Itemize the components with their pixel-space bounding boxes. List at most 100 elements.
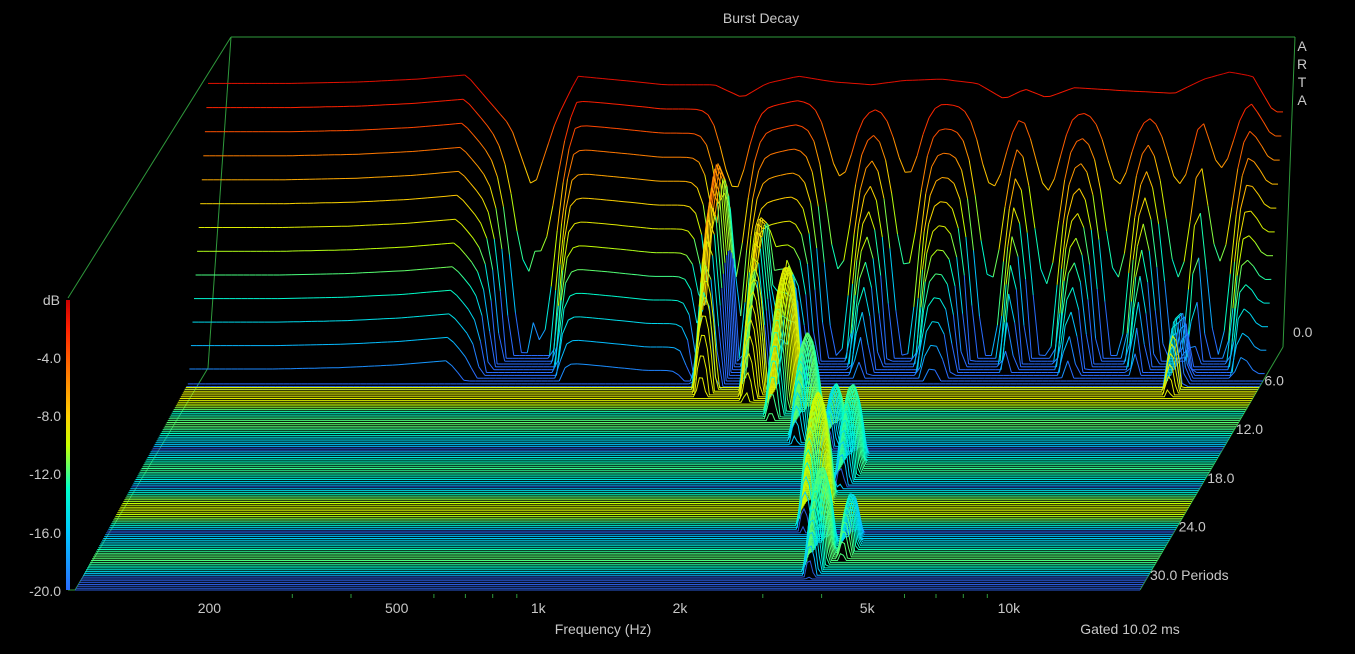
decay-slice-segment: [860, 337, 868, 374]
decay-slice-segment: [611, 295, 618, 298]
decay-slice-segment: [1158, 223, 1166, 282]
decay-slice-segment: [619, 272, 626, 275]
decay-slice-segment: [618, 367, 625, 369]
floor-slice: [172, 332, 1246, 412]
decay-slice-segment: [1120, 333, 1128, 359]
decay-slice-segment: [738, 302, 746, 359]
decay-slice-segment: [883, 198, 891, 249]
decay-slice-segment: [922, 368, 930, 382]
decay-slice-segment: [707, 114, 715, 126]
decay-slice-segment: [423, 338, 430, 340]
x-tick-label: 500: [385, 600, 409, 616]
decay-slice-segment: [763, 229, 770, 292]
decay-slice-segment: [595, 270, 602, 272]
decay-slice-segment: [1137, 301, 1145, 345]
decay-slice-segment: [607, 175, 614, 178]
decay-slice-segment: [996, 93, 1003, 99]
decay-slice-segment: [797, 100, 804, 103]
decay-slice-segment: [754, 242, 761, 250]
floor-slice: [151, 431, 1223, 451]
decay-slice-segment: [633, 321, 640, 324]
decay-slice-segment: [877, 351, 884, 367]
decay-slice-segment: [1012, 120, 1020, 133]
decay-slice-segment: [458, 74, 465, 76]
decay-slice-segment: [841, 295, 849, 349]
decay-slice-segment: [595, 174, 602, 176]
decay-slice-segment: [621, 152, 628, 155]
decay-slice-segment: [592, 222, 599, 224]
decay-slice-segment: [747, 162, 755, 198]
decay-slice-segment: [848, 360, 856, 376]
decay-slice-segment: [620, 79, 627, 82]
floor-slice: [101, 493, 1169, 543]
decay-slice-segment: [853, 278, 861, 330]
decay-slice-segment: [445, 99, 452, 102]
decay-slice-segment: [614, 79, 621, 81]
decay-slice-segment: [571, 269, 578, 273]
decay-slice-segment: [1190, 301, 1198, 322]
decay-slice-segment: [933, 297, 940, 300]
decay-slice-segment: [1131, 133, 1139, 153]
decay-slice-segment: [544, 286, 552, 330]
decay-slice-segment: [635, 202, 642, 204]
decay-slice-segment: [998, 206, 1006, 250]
decay-slice-segment: [760, 217, 768, 224]
decay-slice-segment: [1082, 138, 1089, 145]
decay-slice-segment: [1067, 360, 1075, 379]
decay-slice-segment: [715, 164, 723, 180]
decay-slice-segment: [1143, 118, 1151, 124]
decay-slice-segment: [1023, 325, 1031, 362]
decay-slice-segment: [939, 298, 947, 310]
floor-slice: [125, 404, 1195, 499]
decay-slice-segment: [434, 267, 441, 269]
decay-slice-segment: [476, 86, 484, 95]
decay-slice-segment: [793, 75, 800, 78]
floor-slice: [120, 391, 1189, 508]
decay-slice-segment: [404, 363, 411, 365]
decay-slice-segment: [678, 374, 685, 382]
decay-slice-segment: [787, 76, 794, 80]
decay-slice-segment: [472, 238, 480, 248]
decay-slice-segment: [638, 345, 645, 348]
decay-slice-segment: [489, 186, 497, 209]
decay-slice-segment: [1265, 179, 1273, 185]
decay-slice-segment: [716, 350, 724, 387]
decay-slice-segment: [1145, 313, 1153, 367]
decay-slice-segment: [849, 184, 857, 225]
decay-slice-segment: [1181, 86, 1188, 91]
decay-slice-segment: [564, 363, 572, 369]
decay-slice-segment: [421, 197, 428, 199]
decay-slice-segment: [701, 219, 709, 262]
decay-slice-segment: [616, 128, 623, 130]
decay-slice-segment: [427, 101, 434, 103]
colorbar-tick-label: -8.0: [37, 408, 61, 424]
decay-slice-segment: [419, 315, 426, 317]
decay-slice-segment: [809, 104, 816, 111]
decay-slice-segment: [598, 318, 605, 320]
decay-slice-segment: [1246, 184, 1253, 187]
decay-slice-segment: [935, 177, 943, 182]
decay-slice-segment: [984, 86, 991, 92]
decay-slice-segment: [743, 144, 751, 170]
decay-slice-segment: [597, 150, 604, 152]
decay-slice-segment: [1228, 371, 1236, 379]
decay-slice-segment: [1126, 259, 1134, 334]
floor-slice: [126, 411, 1196, 497]
decay-slice-segment: [861, 312, 869, 346]
decay-slice-segment: [468, 103, 476, 112]
decay-slice-segment: [931, 155, 939, 167]
decay-slice-segment: [631, 177, 638, 180]
decay-slice-segment: [681, 326, 689, 341]
decay-slice-segment: [1264, 203, 1271, 209]
decay-slice-segment: [555, 223, 563, 291]
decay-slice-segment: [536, 161, 543, 180]
decay-slice-segment: [416, 268, 423, 271]
decay-slice-segment: [436, 148, 443, 150]
floor-slice: [93, 467, 1160, 558]
decay-slice-segment: [399, 340, 406, 342]
floor-slice: [84, 531, 1150, 574]
decay-slice-segment: [1055, 268, 1062, 349]
floor-slice: [166, 332, 1239, 423]
decay-slice-segment: [1177, 353, 1184, 365]
decay-slice-segment: [643, 275, 650, 277]
